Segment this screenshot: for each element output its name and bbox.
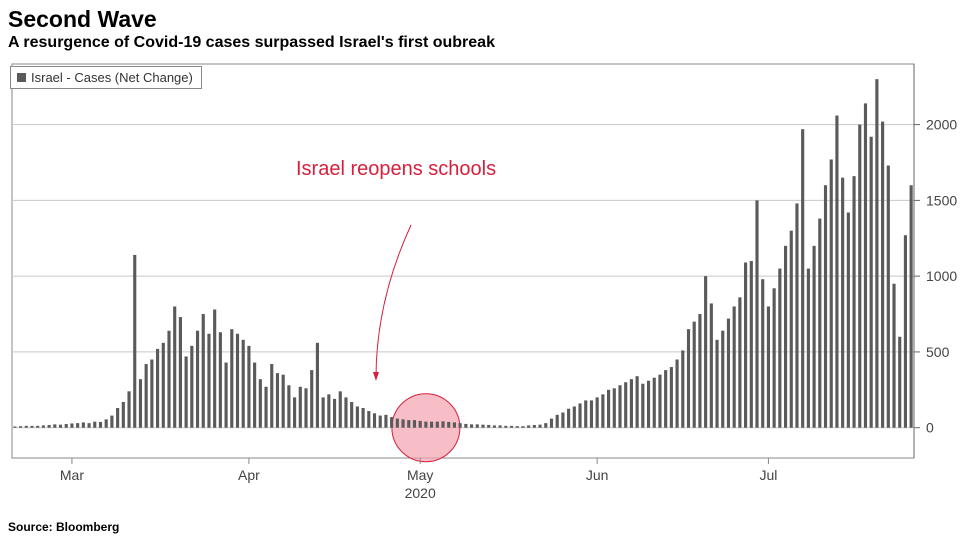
chart-title: Second Wave (8, 6, 157, 33)
svg-text:Apr: Apr (238, 467, 260, 483)
legend: Israel - Cases (Net Change) (10, 66, 202, 89)
svg-text:Mar: Mar (60, 467, 84, 483)
svg-text:500: 500 (926, 344, 950, 360)
svg-text:Jun: Jun (586, 467, 609, 483)
svg-text:Israel reopens schools: Israel reopens schools (296, 158, 496, 180)
svg-text:2000: 2000 (926, 117, 957, 133)
svg-text:Jul: Jul (759, 467, 777, 483)
bar-chart: 0 500 1000 1500 2000 Mar Apr May Jun Jul 2020 Israe… (6, 60, 971, 512)
svg-text:1500: 1500 (926, 192, 957, 208)
svg-text:0: 0 (926, 420, 934, 436)
svg-text:2020: 2020 (405, 485, 436, 501)
svg-text:1000: 1000 (926, 268, 957, 284)
svg-text:May: May (407, 467, 433, 483)
legend-swatch (17, 73, 26, 82)
source-label: Source: Bloomberg (8, 520, 119, 534)
chart-subtitle: A resurgence of Covid-19 cases surpassed… (8, 34, 495, 52)
legend-label: Israel - Cases (Net Change) (31, 70, 193, 85)
